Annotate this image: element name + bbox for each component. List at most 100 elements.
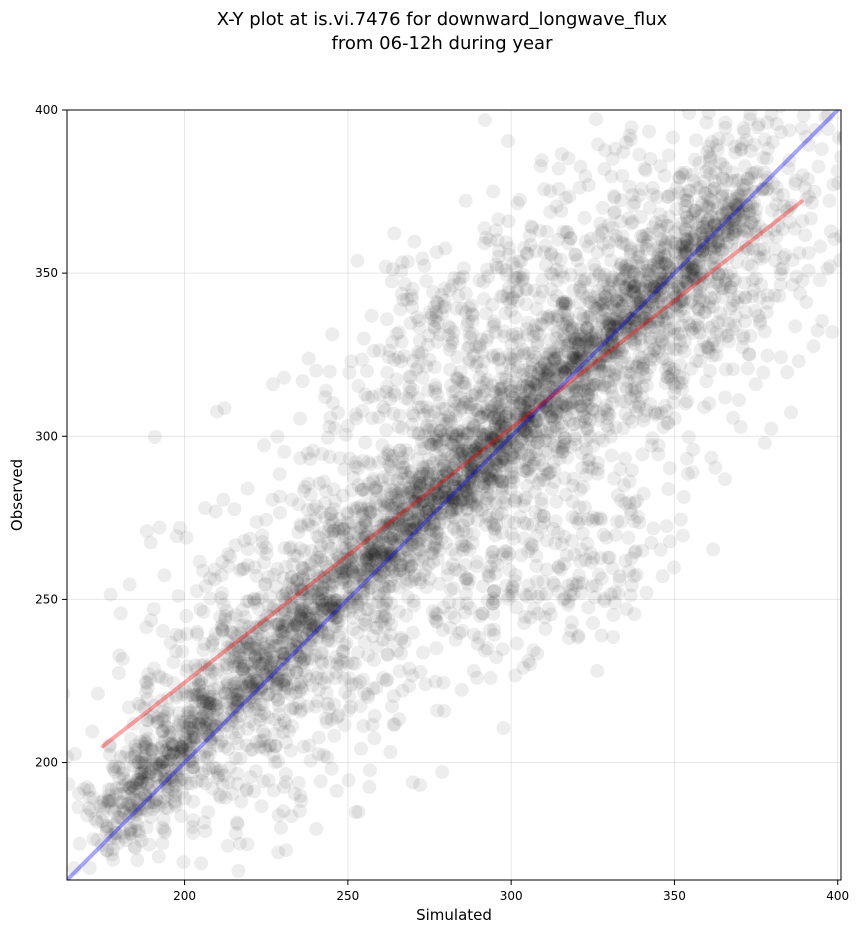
scatter-point — [239, 738, 254, 753]
scatter-point — [185, 723, 200, 738]
scatter-point — [270, 429, 285, 444]
scatter-point — [614, 235, 629, 250]
scatter-point — [708, 165, 723, 180]
scatter-point — [463, 470, 478, 485]
scatter-point — [657, 398, 672, 413]
scatter-point — [606, 312, 621, 327]
scatter-point — [572, 337, 587, 351]
scatter-point — [364, 308, 379, 323]
scatter-point — [391, 513, 405, 528]
scatter-point — [271, 845, 286, 860]
scatter-point — [751, 0, 765, 5]
scatter-point — [618, 316, 633, 331]
scatter-point — [478, 447, 493, 462]
scatter-point — [679, 246, 694, 261]
scatter-point — [601, 336, 616, 351]
scatter-point — [350, 253, 365, 268]
scatter-point — [600, 316, 615, 330]
scatter-point — [497, 420, 512, 435]
scatter-point — [236, 658, 251, 673]
scatter-point — [520, 425, 534, 440]
scatter-point — [291, 620, 306, 634]
scatter-point — [623, 275, 638, 290]
scatter-point — [214, 763, 228, 778]
scatter-point — [823, 259, 838, 274]
scatter-point — [745, 79, 759, 93]
scatter-point — [287, 613, 302, 628]
scatter-point — [348, 525, 363, 540]
scatter-point — [247, 664, 262, 679]
scatter-point — [164, 736, 179, 751]
scatter-point — [753, 313, 768, 328]
scatter-point — [360, 562, 375, 577]
scatter-point — [532, 401, 547, 416]
scatter-point — [410, 452, 425, 467]
scatter-point — [709, 225, 724, 239]
scatter-point — [509, 408, 524, 422]
scatter-point — [677, 240, 692, 255]
scatter-point — [711, 237, 726, 252]
scatter-point — [401, 501, 416, 515]
scatter-point — [430, 703, 445, 718]
scatter-point — [578, 272, 593, 287]
scatter-point — [72, 836, 87, 851]
scatter-point — [157, 892, 171, 906]
scatter-point — [726, 37, 740, 51]
scatter-point — [175, 740, 190, 755]
scatter-point — [362, 555, 376, 570]
scatter-point — [498, 438, 513, 453]
scatter-point — [672, 170, 687, 185]
scatter-point — [117, 786, 132, 801]
scatter-point — [428, 499, 443, 514]
scatter-point — [493, 419, 508, 434]
scatter-point — [547, 353, 562, 368]
scatter-point — [295, 682, 310, 697]
scatter-point — [122, 577, 137, 592]
scatter-point — [417, 493, 432, 508]
scatter-point — [291, 648, 305, 663]
scatter-point — [230, 766, 245, 781]
scatter-point — [727, 293, 741, 308]
scatter-point — [472, 424, 487, 439]
scatter-point — [477, 432, 492, 447]
scatter-point — [668, 225, 682, 240]
scatter-point — [274, 820, 288, 835]
scatter-point — [301, 622, 316, 636]
scatter-point — [157, 771, 171, 786]
scatter-point — [172, 520, 187, 535]
scatter-point — [164, 737, 179, 752]
scatter-point — [107, 804, 122, 819]
scatter-point — [369, 609, 384, 624]
scatter-point — [194, 711, 209, 726]
scatter-point — [815, 314, 830, 328]
scatter-point — [186, 702, 201, 717]
scatter-point — [464, 464, 479, 479]
scatter-point — [464, 457, 479, 472]
scatter-point — [579, 376, 594, 391]
scatter-point — [622, 128, 637, 143]
scatter-point — [175, 740, 190, 754]
scatter-point — [321, 626, 335, 640]
scatter-point — [605, 396, 619, 411]
scatter-point — [568, 383, 583, 398]
scatter-point — [309, 363, 324, 378]
scatter-point — [522, 419, 537, 434]
scatter-point — [305, 618, 320, 633]
scatter-point — [266, 783, 281, 798]
scatter-point — [385, 500, 400, 515]
scatter-point — [102, 747, 117, 762]
scatter-point — [625, 275, 640, 290]
scatter-point — [245, 680, 260, 694]
scatter-point — [296, 484, 311, 499]
scatter-point — [441, 414, 456, 429]
scatter-point — [382, 562, 397, 577]
scatter-point — [139, 747, 154, 762]
scatter-point — [395, 541, 410, 556]
scatter-point — [493, 408, 508, 423]
scatter-point — [674, 237, 689, 252]
scatter-point — [588, 331, 603, 346]
scatter-point — [219, 672, 234, 687]
scatter-point — [559, 225, 574, 239]
scatter-point — [315, 656, 330, 671]
scatter-point — [568, 354, 583, 369]
